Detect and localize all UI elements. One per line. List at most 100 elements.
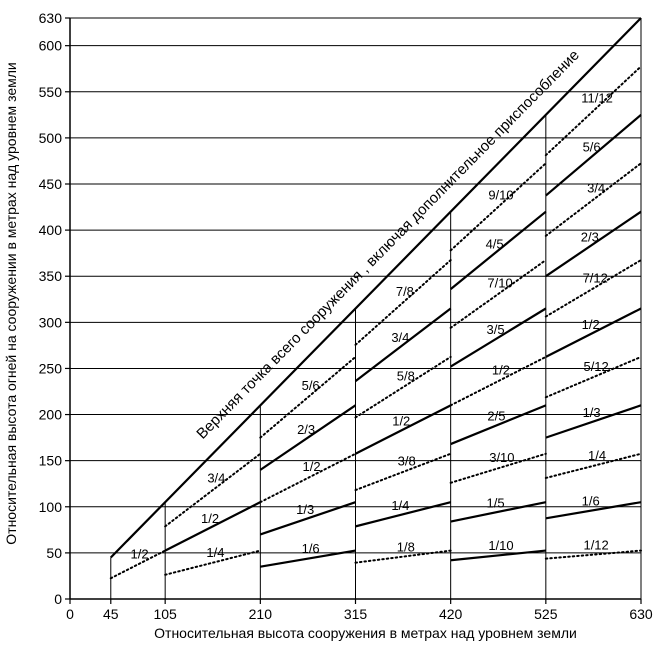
fraction-label-1-6-seg-5: 1/6	[582, 494, 600, 509]
fraction-line-1-2-seg-3	[355, 404, 452, 455]
fraction-line-1-2-seg-0	[109, 549, 167, 580]
fraction-line-3-5-seg-4	[450, 307, 547, 368]
fraction-line-7-12-seg-5	[544, 259, 642, 318]
fraction-label-1-2-seg-4: 1/2	[492, 363, 510, 378]
fraction-line-4-5-seg-4	[449, 210, 547, 290]
y-tick-label-600: 600	[39, 38, 63, 54]
fraction-line-1-2-seg-4	[449, 355, 547, 407]
y-tick-label-150: 150	[39, 453, 63, 469]
fraction-line-7-8-seg-3	[354, 259, 452, 346]
fraction-line-1-4-seg-5	[544, 452, 642, 479]
fraction-label-5-8-seg-3: 5/8	[397, 368, 415, 383]
fraction-line-1-8-seg-3	[354, 549, 452, 564]
fraction-line-5-6-seg-2	[259, 355, 357, 439]
diagonal-label: Верхняя точка всего сооружения , включая…	[193, 47, 582, 443]
y-tick-label-0: 0	[54, 591, 62, 607]
y-tick-label-550: 550	[39, 84, 63, 100]
fraction-label-1-4-seg-1: 1/4	[206, 545, 224, 560]
fraction-line-5-12-seg-5	[544, 355, 642, 399]
fraction-label-3-5-seg-4: 3/5	[486, 322, 504, 337]
fraction-line-1-5-seg-4	[450, 501, 547, 523]
fraction-line-1-2-seg-5	[545, 307, 642, 358]
fraction-label-11-12-seg-5: 11/12	[581, 90, 613, 105]
fraction-labels: 1/2 1/4 1/2 3/4 1/6 1/3 1/2 2/3 5/6 1/8 1/4 3/8 1/2 5…	[130, 90, 612, 561]
y-axis-title: Относительная высота огней на сооружении…	[3, 62, 19, 544]
fraction-lines	[109, 17, 642, 599]
fraction-label-7-10-seg-4: 7/10	[487, 276, 512, 291]
fraction-label-1-10-seg-4: 1/10	[488, 538, 513, 553]
fraction-label-3-10-seg-4: 3/10	[489, 450, 514, 465]
fraction-line-1-2-seg-1	[164, 501, 261, 552]
fraction-line-1-12-seg-5	[544, 549, 642, 560]
fraction-line-5-8-seg-3	[354, 355, 452, 419]
fraction-line-1-6-seg-2	[260, 549, 356, 568]
fraction-label-1-6-seg-2: 1/6	[302, 541, 320, 556]
y-tick-label-100: 100	[39, 499, 63, 515]
fraction-line-1-4-seg-1	[164, 549, 262, 576]
fraction-label-1-3-seg-5: 1/3	[583, 405, 601, 420]
fraction-line-1-10-seg-4	[450, 549, 546, 562]
structure-top-line	[110, 17, 642, 559]
y-tick-label-200: 200	[39, 407, 63, 423]
fraction-label-1-2-seg-5: 1/2	[582, 317, 600, 332]
y-tick-label-50: 50	[46, 545, 62, 561]
x-tick-label-45: 45	[103, 606, 119, 622]
fraction-label-3-4-seg-1: 3/4	[207, 470, 225, 485]
fraction-line-7-10-seg-4	[449, 259, 547, 329]
fraction-line-5-6-seg-5	[545, 113, 642, 197]
fraction-line-3-8-seg-3	[354, 452, 452, 492]
fraction-label-1-12-seg-5: 1/12	[583, 537, 608, 552]
y-tick-label-630: 630	[39, 10, 63, 26]
fraction-line-1-3-seg-2	[259, 501, 356, 536]
fraction-label-1-2-seg-1: 1/2	[201, 511, 219, 526]
fraction-label-5-6-seg-2: 5/6	[302, 378, 320, 393]
fraction-line-1-6-seg-5	[545, 501, 642, 520]
y-tick-label-500: 500	[39, 130, 63, 146]
fraction-label-1-3-seg-2: 1/3	[296, 502, 314, 517]
fraction-label-5-12-seg-5: 5/12	[583, 359, 608, 374]
x-tick-label-630: 630	[629, 606, 653, 622]
x-tick-label-315: 315	[344, 606, 368, 622]
fraction-label-1-2-seg-3: 1/2	[392, 413, 410, 428]
fraction-label-3-8-seg-3: 3/8	[398, 454, 416, 469]
x-tick-label-105: 105	[153, 606, 177, 622]
fraction-label-1-8-seg-3: 1/8	[397, 539, 415, 554]
fraction-line-3-10-seg-4	[449, 452, 547, 484]
fraction-line-11-12-seg-5	[544, 65, 642, 157]
x-tick-label-525: 525	[534, 606, 558, 622]
fraction-label-3-4-seg-3: 3/4	[391, 330, 409, 345]
fraction-label-2-3-seg-2: 2/3	[297, 422, 315, 437]
fraction-label-4-5-seg-4: 4/5	[486, 236, 504, 251]
y-tick-label-400: 400	[39, 222, 63, 238]
fraction-label-2-5-seg-4: 2/5	[487, 408, 505, 423]
fraction-label-1-4-seg-3: 1/4	[391, 498, 409, 513]
x-tick-label-0: 0	[66, 606, 74, 622]
fraction-line-2-5-seg-4	[450, 404, 547, 446]
fraction-line-2-3-seg-2	[259, 404, 357, 471]
fraction-label-1-2-seg-0: 1/2	[130, 547, 148, 562]
y-tick-label-300: 300	[39, 314, 63, 330]
x-axis-title: Относительная высота сооружения в метрах…	[154, 625, 577, 641]
fraction-line-1-4-seg-3	[355, 501, 451, 528]
y-tick-label-450: 450	[39, 176, 63, 192]
fraction-label-2-3-seg-5: 2/3	[581, 229, 599, 244]
fraction-label-9-10-seg-4: 9/10	[488, 187, 513, 202]
fraction-line-3-4-seg-3	[354, 307, 452, 382]
x-tick-label-420: 420	[439, 606, 463, 622]
fraction-label-1-2-seg-2: 1/2	[303, 459, 321, 474]
axes: 0 50 100 150 200 250 300 350 400 450 500 550 600 630 0…	[39, 10, 653, 622]
fraction-line-3-4-seg-1	[164, 452, 262, 528]
fraction-label-7-12-seg-5: 7/12	[583, 270, 608, 285]
fraction-label-1-4-seg-5: 1/4	[588, 448, 606, 463]
fraction-label-7-8-seg-3: 7/8	[396, 284, 414, 299]
fraction-line-2-3-seg-5	[545, 210, 642, 278]
fraction-line-1-3-seg-5	[545, 404, 642, 439]
y-tick-label-250: 250	[39, 360, 63, 376]
y-tick-label-350: 350	[39, 268, 63, 284]
x-tick-label-210: 210	[249, 606, 273, 622]
fraction-label-1-5-seg-4: 1/5	[486, 495, 504, 510]
fraction-line-9-10-seg-4	[449, 162, 547, 252]
fraction-line-1-2-seg-2	[259, 452, 357, 504]
fraction-label-3-4-seg-5: 3/4	[587, 180, 605, 195]
